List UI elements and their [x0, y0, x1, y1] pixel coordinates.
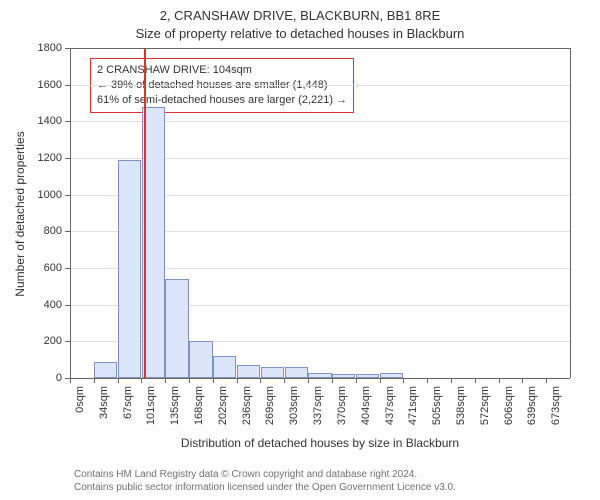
y-tick-label: 0	[22, 372, 62, 384]
y-axis-label: Number of detached properties	[13, 64, 27, 364]
chart-container: 2, CRANSHAW DRIVE, BLACKBURN, BB1 8RE Si…	[0, 0, 600, 500]
x-tick-label: 673sqm	[550, 386, 562, 446]
histogram-bar	[213, 356, 236, 378]
x-tick-label: 202sqm	[217, 386, 229, 446]
x-tick-label: 168sqm	[193, 386, 205, 446]
y-tick-label: 1800	[22, 42, 62, 54]
axis-bottom	[70, 378, 570, 379]
x-tick-label: 135sqm	[169, 386, 181, 446]
histogram-bar	[94, 362, 117, 379]
histogram-bar	[261, 367, 284, 378]
chart-title-address: 2, CRANSHAW DRIVE, BLACKBURN, BB1 8RE	[0, 8, 600, 23]
x-tick-label: 269sqm	[264, 386, 276, 446]
x-tick-label: 471sqm	[407, 386, 419, 446]
annotation-line-0: 2 CRANSHAW DRIVE: 104sqm	[97, 63, 347, 78]
axis-top	[70, 48, 570, 49]
y-tick-label: 600	[22, 262, 62, 274]
x-tick-label: 606sqm	[503, 386, 515, 446]
x-tick-label: 67sqm	[122, 386, 134, 446]
footer-credits: Contains HM Land Registry data © Crown c…	[74, 468, 456, 494]
y-tick-label: 800	[22, 225, 62, 237]
histogram-bar	[165, 279, 188, 378]
y-tick-label: 1400	[22, 115, 62, 127]
x-tick-label: 505sqm	[431, 386, 443, 446]
x-tick-label: 337sqm	[312, 386, 324, 446]
histogram-bar	[189, 341, 212, 378]
x-tick-label: 0sqm	[74, 386, 86, 446]
histogram-bar	[118, 160, 141, 378]
x-tick-label: 34sqm	[98, 386, 110, 446]
annotation-line-2: 61% of semi-detached houses are larger (…	[97, 93, 347, 108]
axis-left	[70, 48, 71, 378]
x-tick-label: 236sqm	[241, 386, 253, 446]
x-tick-label: 303sqm	[288, 386, 300, 446]
y-tick-label: 1200	[22, 152, 62, 164]
x-tick-label: 639sqm	[526, 386, 538, 446]
histogram-bar	[285, 367, 308, 378]
x-tick-label: 101sqm	[145, 386, 157, 446]
y-tick-label: 200	[22, 335, 62, 347]
axis-right	[570, 48, 571, 378]
x-tick-label: 572sqm	[479, 386, 491, 446]
marker-line	[144, 48, 146, 378]
footer-line2: Contains public sector information licen…	[74, 481, 456, 494]
footer-line1: Contains HM Land Registry data © Crown c…	[74, 468, 456, 481]
x-tick-label: 370sqm	[336, 386, 348, 446]
y-tick-label: 400	[22, 299, 62, 311]
y-tick-label: 1000	[22, 189, 62, 201]
x-tick-label: 437sqm	[384, 386, 396, 446]
x-tick-label: 404sqm	[360, 386, 372, 446]
chart-title-desc: Size of property relative to detached ho…	[0, 26, 600, 41]
y-tick-label: 1600	[22, 79, 62, 91]
histogram-bar	[237, 365, 260, 378]
x-tick-label: 538sqm	[455, 386, 467, 446]
